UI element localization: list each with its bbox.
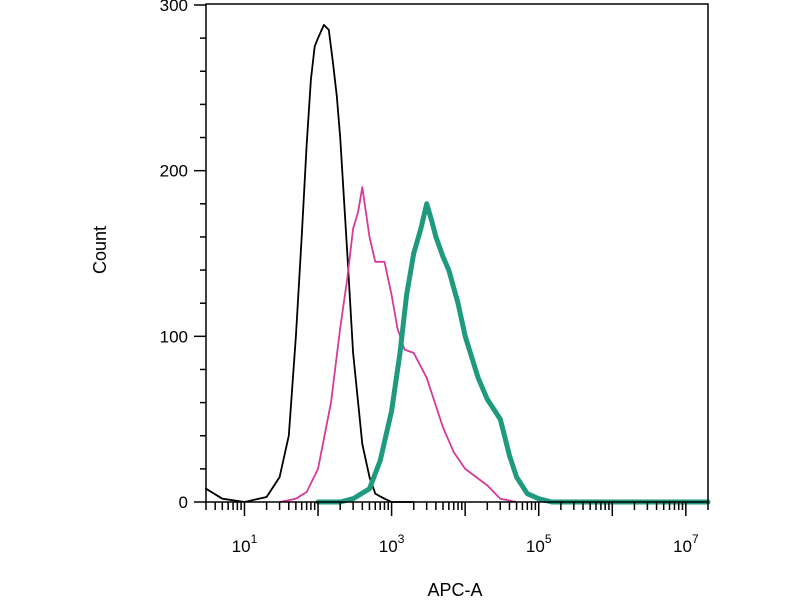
y-tick-label: 100 [160, 327, 188, 346]
y-axis-title: Count [90, 226, 110, 274]
y-tick-label: 300 [160, 0, 188, 15]
x-tick-label: 103 [379, 532, 405, 556]
y-axis: 0 100 200 300 [160, 0, 206, 512]
plot-area-frame [205, 3, 709, 503]
x-axis: 101 103 105 107 [205, 502, 709, 556]
x-axis-title: APC-A [427, 580, 482, 600]
y-tick-label: 0 [179, 493, 188, 512]
x-tick-label: 101 [232, 532, 258, 556]
series-line-2 [278, 186, 518, 503]
series-line-3 [315, 201, 711, 505]
x-tick-label: 105 [526, 532, 552, 556]
x-tick-label: 107 [673, 532, 699, 556]
series-line-1 [205, 23, 415, 503]
y-tick-label: 200 [160, 162, 188, 181]
histogram-curves [205, 23, 711, 505]
